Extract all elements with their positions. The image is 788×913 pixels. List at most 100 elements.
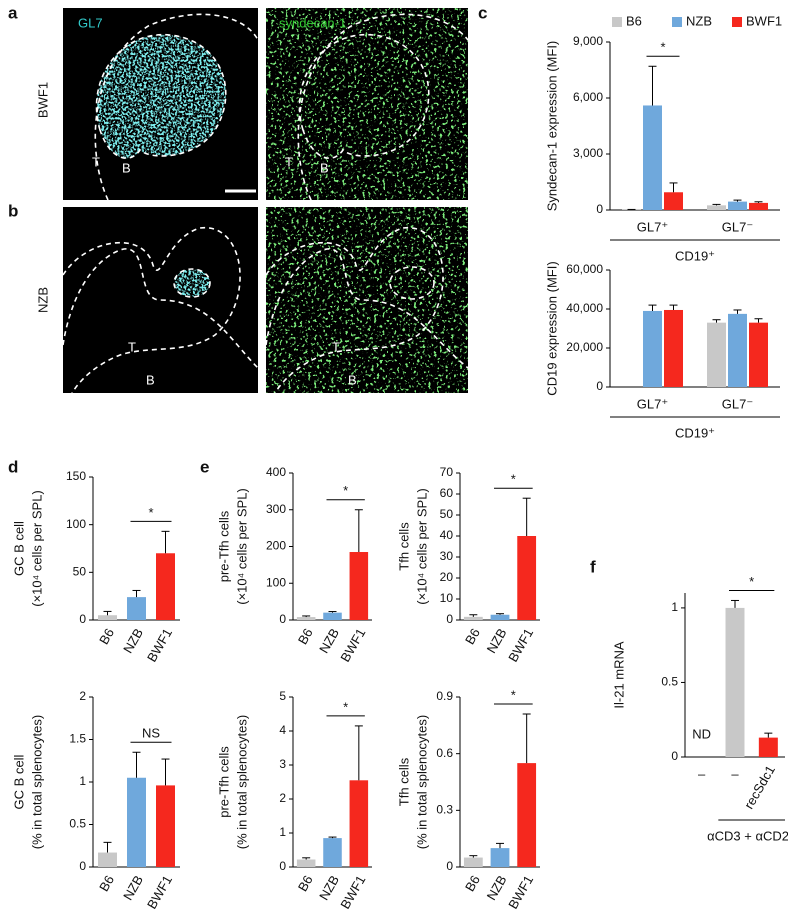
bar	[490, 848, 510, 867]
y-tick-label: 50	[440, 507, 454, 521]
x-tick-label: NZB	[316, 626, 342, 656]
outline	[265, 248, 469, 369]
y-axis-label: (% in total splenocytes)	[29, 715, 44, 849]
y-tick-label: 0	[596, 202, 603, 216]
x-tick-label: BWF1	[505, 873, 536, 912]
panel-label: e	[200, 457, 209, 476]
x-tick-label: B6	[295, 873, 316, 894]
y-tick-label: 0.6	[436, 746, 453, 760]
bar	[98, 852, 117, 867]
y-axis-label: GC B cell	[11, 754, 26, 809]
y-tick-label: 40	[440, 528, 454, 542]
panel-label: f	[590, 557, 596, 576]
x-tick-label: NZB	[316, 873, 342, 903]
bar	[156, 785, 175, 867]
bar	[463, 857, 483, 867]
y-tick-label: 0	[671, 749, 678, 763]
x-tick-label: BWF1	[144, 873, 175, 912]
significance-label: *	[660, 40, 665, 55]
outline	[173, 268, 211, 298]
x-tick-label: NZB	[484, 873, 510, 903]
bar	[349, 780, 369, 867]
y-tick-label: 0	[446, 612, 453, 626]
y-tick-label: 60	[440, 486, 454, 500]
y-tick-label: 40,000	[566, 301, 603, 315]
y-axis-label: (×10⁴ cells per SPL)	[234, 488, 249, 605]
y-axis-label: (×10⁴ cells per SPL)	[414, 488, 429, 605]
x-tick-label: B6	[462, 873, 483, 894]
y-tick-label: 3	[279, 757, 286, 771]
bar	[463, 616, 483, 620]
channel-label: syndecan-1	[279, 15, 346, 30]
y-tick-label: 0	[79, 859, 86, 873]
y-tick-label: 50	[73, 565, 87, 579]
y-tick-label: 1	[279, 825, 286, 839]
legend-swatch	[612, 17, 622, 27]
x-tick-label: BWF1	[337, 626, 368, 665]
y-axis-label: (×10⁴ cells per SPL)	[29, 490, 44, 607]
outline	[389, 266, 435, 300]
y-tick-label: 1	[79, 774, 86, 788]
y-axis-label: GC B cell	[11, 521, 26, 576]
x-tick-label: recSdc1	[741, 763, 778, 812]
y-tick-label: 0.3	[436, 803, 453, 817]
x-tick-label: –	[698, 766, 706, 781]
y-tick-label: 0.5	[661, 675, 678, 689]
y-tick-label: 20	[440, 570, 454, 584]
region-label: B	[320, 160, 329, 175]
gl7-signal	[96, 34, 226, 159]
y-axis-label: CD19 expression (MFI)	[544, 261, 559, 395]
significance-label: *	[511, 687, 516, 702]
x-tick-label: NZB	[484, 626, 510, 656]
y-tick-label: 70	[440, 465, 454, 479]
y-tick-label: 9,000	[573, 34, 603, 48]
x-tick-label: BWF1	[337, 873, 368, 912]
channel-label: GL7	[78, 15, 103, 30]
bar	[156, 553, 175, 620]
x-tick-label: GL7⁻	[722, 396, 753, 411]
panel-label: c	[478, 3, 487, 22]
panel-label: b	[8, 201, 18, 220]
bar	[127, 777, 146, 867]
y-tick-label: 0	[79, 612, 86, 626]
bar	[296, 859, 316, 867]
y-tick-label: 0	[279, 859, 286, 873]
y-tick-label: 0	[446, 859, 453, 873]
group-label: CD19⁺	[675, 248, 715, 263]
y-tick-label: 1.5	[69, 732, 86, 746]
region-label: T	[285, 154, 293, 169]
x-tick-label: GL7⁺	[637, 219, 668, 234]
y-tick-label: 0.5	[69, 817, 86, 831]
significance-label: *	[343, 699, 348, 714]
outline	[62, 248, 259, 369]
region-label: T	[128, 339, 136, 354]
bar	[517, 763, 537, 867]
bar	[728, 313, 747, 387]
y-tick-label: 2	[79, 689, 86, 703]
x-tick-label: B6	[295, 626, 316, 647]
row-label: NZB	[35, 287, 50, 313]
x-tick-label: B6	[96, 626, 117, 647]
bar	[758, 737, 778, 757]
x-tick-label: B6	[96, 873, 117, 894]
region-label: B	[348, 372, 357, 387]
y-tick-label: 30	[440, 549, 454, 563]
y-axis-label: (% in total splenocytes)	[414, 715, 429, 849]
legend-label: B6	[626, 13, 642, 28]
image	[63, 207, 258, 393]
y-tick-label: 0	[596, 379, 603, 393]
significance-label: *	[749, 574, 754, 589]
y-tick-label: 150	[66, 469, 86, 483]
y-tick-label: 6,000	[573, 90, 603, 104]
x-tick-label: NZB	[120, 873, 146, 903]
syndecan-signal	[266, 8, 468, 200]
y-axis-label: Tfh cells	[396, 757, 411, 806]
legend-label: BWF1	[746, 13, 782, 28]
legend-swatch	[732, 17, 742, 27]
bar	[707, 322, 726, 387]
bar	[664, 309, 683, 387]
y-tick-label: 0	[279, 612, 286, 626]
legend-swatch	[672, 17, 682, 27]
significance-label: NS	[142, 726, 160, 741]
